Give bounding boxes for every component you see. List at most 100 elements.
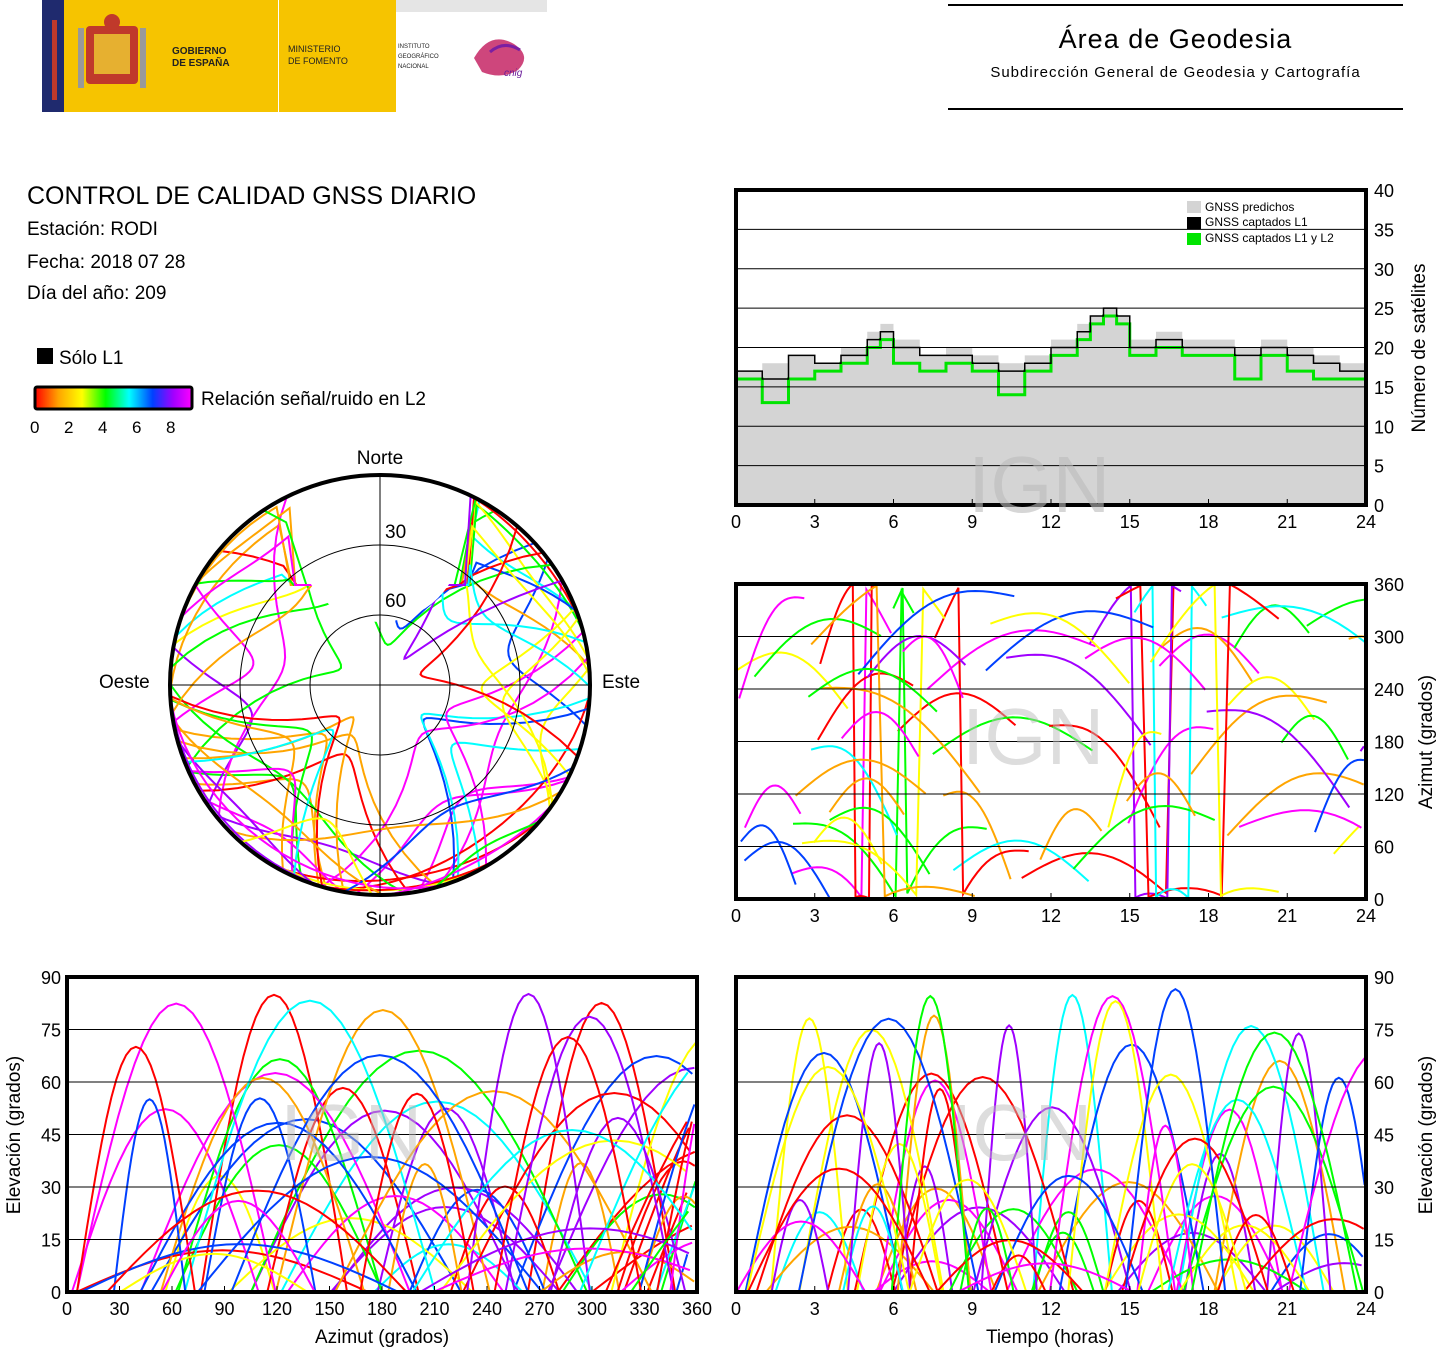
x-tick-label: 90	[214, 1299, 234, 1319]
snr-tick: 4	[98, 418, 107, 437]
azimuth-track	[840, 710, 920, 758]
skyplot-tick-60: 60	[385, 591, 406, 612]
elevation-azimuth-track	[75, 1002, 277, 1293]
elevation-azimuth-track	[197, 1155, 543, 1293]
azimuth-track	[807, 667, 938, 713]
count-ylabel: Número de satélites	[1409, 264, 1430, 433]
y-tick-label: 180	[1374, 733, 1404, 753]
x-tick-label: 360	[682, 1299, 712, 1319]
legend-predicted: GNSS predichos	[1205, 200, 1294, 214]
x-tick-label: 12	[1041, 1299, 1061, 1319]
x-tick-label: 24	[1356, 512, 1376, 532]
azimuth-track	[932, 716, 1094, 755]
elevation-time-track	[1273, 1262, 1362, 1293]
elevation-time-track	[1032, 1211, 1105, 1293]
satellite-track	[172, 584, 255, 723]
elevation-azimuth-track	[466, 992, 591, 1293]
x-tick-label: 0	[731, 1299, 741, 1319]
elevation-time-track	[1067, 1000, 1164, 1293]
doy-label: Día del año: 209	[27, 283, 167, 304]
azimuth-track	[795, 758, 927, 797]
snr-legend: Sólo L1 Relación señal/ruido en L2 0 2 4…	[30, 348, 426, 437]
azimuth-track	[1206, 709, 1351, 809]
elevation-azimuth-tracks	[70, 992, 698, 1293]
y-tick-label: 120	[1374, 785, 1404, 805]
elevation-azimuth-track	[578, 1071, 689, 1293]
solo-l1-label: Sólo L1	[59, 348, 123, 369]
azimuth-track	[735, 651, 849, 710]
satellite-track	[169, 700, 446, 890]
elevation-azimuth-xlabel: Azimut (grados)	[315, 1327, 449, 1348]
x-tick-label: 12	[1041, 512, 1061, 532]
x-tick-label: 9	[967, 1299, 977, 1319]
elevation-azimuth-track	[620, 1241, 693, 1293]
satellite-track	[507, 558, 587, 727]
x-tick-label: 6	[888, 1299, 898, 1319]
elevation-azimuth-track	[177, 1058, 383, 1293]
watermark-elevation-time: IGN	[950, 1088, 1092, 1177]
satellite-track	[169, 695, 341, 888]
elevation-time-track	[1216, 1213, 1295, 1293]
azimuth-track	[942, 790, 1012, 880]
azimuth-track	[985, 610, 1154, 672]
elevation-time-track	[980, 1023, 1038, 1293]
azimuth-track	[1006, 653, 1152, 746]
y-tick-label: 360	[1374, 575, 1404, 595]
snr-tick: 8	[166, 418, 175, 437]
elevation-azimuth-track	[604, 1121, 688, 1293]
x-tick-label: 9	[967, 512, 977, 532]
x-tick-label: 300	[577, 1299, 607, 1319]
elevation-time-track	[972, 1106, 1132, 1293]
x-tick-label: 12	[1041, 906, 1061, 926]
y-tick-label: 5	[1374, 457, 1384, 477]
azimuth-track	[1221, 605, 1367, 644]
elevation-time-track	[755, 1114, 939, 1293]
y-tick-label: 35	[1374, 220, 1394, 240]
x-tick-label: 21	[1277, 512, 1297, 532]
elevation-time-track	[1124, 988, 1227, 1293]
elevation-time-track	[890, 1075, 1075, 1293]
y-tick-label: 60	[41, 1073, 61, 1093]
elevation-azimuth-track	[432, 1247, 691, 1293]
y-tick-label: 75	[41, 1021, 61, 1041]
x-tick-label: 15	[1120, 1299, 1140, 1319]
x-tick-label: 120	[262, 1299, 292, 1319]
elevation-azimuth-track	[655, 1185, 696, 1293]
elevation-azimuth-track	[275, 1008, 491, 1293]
satellite-count-chart: IGN GNSS predichos GNSS captados L1 GNSS…	[731, 181, 1430, 532]
cnig-text: cnig	[504, 68, 523, 79]
satellite-track	[343, 766, 574, 893]
x-tick-label: 18	[1198, 512, 1218, 532]
elevation-time-track	[847, 1042, 912, 1293]
satellite-track	[539, 666, 591, 809]
elevation-azimuth-track	[504, 1015, 675, 1293]
y-tick-label: 30	[41, 1178, 61, 1198]
elevation-azimuth-chart: IGN 0 30 60 90 120 150 180 210 240 270 300 330 360 0…	[4, 968, 712, 1348]
x-tick-label: 30	[109, 1299, 129, 1319]
elevation-time-track	[1104, 1199, 1174, 1293]
watermark-elevation-azimuth: IGN	[280, 1088, 422, 1177]
elevation-azimuth-track	[76, 1249, 369, 1293]
elevation-time-track	[765, 1225, 935, 1293]
elevation-time-tracks	[735, 988, 1366, 1293]
y-tick-label: 15	[1374, 378, 1394, 398]
azimuth-track	[1125, 772, 1196, 817]
satellite-track	[271, 817, 543, 882]
elevation-azimuth-track	[630, 1210, 690, 1293]
satellite-track	[445, 631, 584, 867]
gov-line1: GOBIERNO	[172, 46, 227, 57]
azimuth-track	[897, 692, 1017, 732]
watermark-azimuth: IGN	[962, 692, 1104, 781]
elevation-azimuth-track	[387, 1163, 463, 1293]
coat-of-arms-icon	[78, 14, 146, 88]
elevation-azimuth-track	[334, 1090, 653, 1293]
azimuth-track	[829, 806, 931, 875]
elevation-time-track	[856, 1142, 943, 1293]
elevation-time-track	[1136, 1124, 1195, 1293]
satellite-track	[419, 525, 579, 758]
elevation-time-track	[908, 1178, 1028, 1293]
gov-line2: DE ESPAÑA	[172, 56, 230, 69]
azimuth-ylabel: Azimut (grados)	[1416, 675, 1437, 809]
elevation-time-track	[1183, 1152, 1257, 1293]
satellite-track	[188, 767, 297, 876]
